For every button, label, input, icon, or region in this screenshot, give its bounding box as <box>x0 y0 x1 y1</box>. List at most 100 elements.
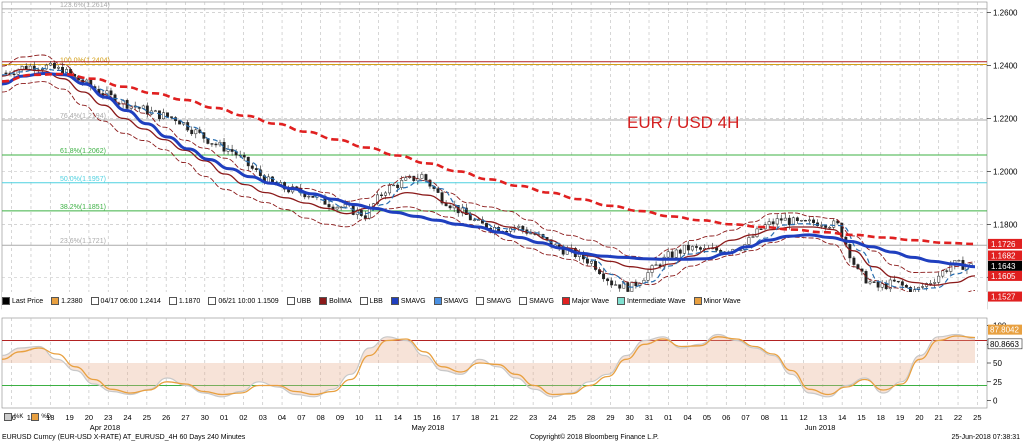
candle-body <box>202 132 206 139</box>
candle-body <box>767 221 771 226</box>
candle-body <box>799 220 803 222</box>
x-tick-label: 22 <box>954 413 962 422</box>
candle-body <box>404 177 408 181</box>
candle-body <box>820 225 824 227</box>
fib-level-label: 76.4%(1.2194) <box>60 113 106 120</box>
candle-body <box>678 249 682 254</box>
candle-body <box>464 207 468 215</box>
candle-body <box>327 204 331 208</box>
price-tag-box <box>988 260 1022 271</box>
candle-body <box>424 174 428 181</box>
y-tick-label: 1.2200 <box>993 114 1018 123</box>
candle-body <box>602 273 606 280</box>
legend-item: UBB <box>286 297 311 306</box>
osc-y-tick-label: 50 <box>993 359 1002 368</box>
candle-body <box>517 225 521 228</box>
legend-swatch <box>51 297 60 305</box>
candle-body <box>872 281 876 283</box>
candle-body <box>670 251 674 258</box>
candle-body <box>759 228 763 230</box>
x-tick-label: 14 <box>838 413 846 422</box>
x-tick-label: 23 <box>104 413 112 422</box>
legend-item: SMAVG <box>433 297 469 306</box>
legend-item: BolIMA <box>319 297 352 306</box>
candle-body <box>949 265 953 272</box>
candle-body <box>521 225 525 231</box>
candle-body <box>626 282 630 292</box>
x-tick-label: 08 <box>317 413 325 422</box>
legend-item: Last Price <box>2 297 43 306</box>
legend-label: SMAVG <box>443 297 469 305</box>
x-tick-label: 12 <box>799 413 807 422</box>
footer-security: EURUSD Curncy (EUR-USD X-RATE) AT_EURUSD… <box>2 434 246 441</box>
osc-readout-label: 80.8663 <box>990 340 1019 349</box>
candle-body <box>783 217 787 221</box>
x-tick-label: 19 <box>65 413 73 422</box>
legend-swatch <box>433 297 442 305</box>
legend-label: 06/21 10:00 1.1509 <box>218 297 279 305</box>
candle-body <box>376 194 379 204</box>
candle-body <box>945 270 949 272</box>
osc-legend-label: %D <box>41 414 52 420</box>
x-tick-label: 25 <box>143 413 151 422</box>
x-tick-label: 06 <box>722 413 730 422</box>
x-tick-label: 01 <box>220 413 228 422</box>
x-tick-label: 15 <box>413 413 421 422</box>
candle-body <box>4 72 8 74</box>
month-label: May 2018 <box>412 423 445 432</box>
candle-body <box>53 62 56 69</box>
osc-legend-item: %D <box>31 413 51 421</box>
osc-d-line <box>1 335 976 396</box>
osc-y-tick-label: 0 <box>993 397 998 406</box>
osc-legend-swatch <box>4 413 12 421</box>
legend-item: Minor Wave <box>693 297 741 306</box>
candle-body <box>610 280 614 286</box>
price-tag-label: 1.1726 <box>991 240 1016 249</box>
legend-label: SMAVG <box>529 297 554 305</box>
fib-level-label: 38.2%(1.1851) <box>60 204 106 211</box>
candle-body <box>848 244 852 259</box>
candle-body <box>674 249 678 258</box>
legend-swatch <box>208 297 217 305</box>
x-tick-label: 18 <box>46 413 54 422</box>
x-tick-label: 02 <box>239 413 247 422</box>
candle-body <box>904 284 908 288</box>
legend-item: SMAVG <box>476 297 511 306</box>
candle-body <box>307 195 311 198</box>
candle-body <box>836 220 840 224</box>
x-tick-label: 29 <box>606 413 614 422</box>
osc-readout-label: 87.8042 <box>990 326 1019 335</box>
osc-k-fill <box>2 334 975 397</box>
osc-k-line <box>1 333 976 398</box>
legend-swatch <box>617 297 626 305</box>
candle-body <box>242 155 246 158</box>
candle-body <box>590 261 593 264</box>
osc-y-tick-label: 25 <box>993 378 1002 387</box>
candle-body <box>396 184 400 188</box>
legend-label: SMAVG <box>400 297 426 305</box>
candle-body <box>529 232 533 235</box>
x-tick-label: 07 <box>741 413 749 422</box>
price-tag-box <box>988 270 1022 281</box>
x-tick-label: 11 <box>375 413 383 422</box>
candle-body <box>28 65 32 70</box>
x-tick-label: 22 <box>510 413 518 422</box>
fib-level-label: 61.8%(1.2062) <box>60 148 106 155</box>
legend-swatch <box>319 297 328 305</box>
y-tick-label: 1.2400 <box>993 62 1018 71</box>
candle-body <box>779 218 783 221</box>
candle-body <box>937 275 941 283</box>
candle-body <box>400 180 404 188</box>
candle-body <box>380 194 383 196</box>
x-tick-label: 13 <box>819 413 827 422</box>
candle-body <box>57 66 60 69</box>
footer-timestamp: 25-Jun-2018 07:38:31 <box>951 434 1021 441</box>
candle-body <box>109 90 113 96</box>
x-tick-label: 25 <box>568 413 576 422</box>
x-tick-label: 30 <box>626 413 634 422</box>
candle-body <box>646 272 650 281</box>
candle-body <box>787 217 791 226</box>
price-tag-box <box>988 291 1022 302</box>
candle-body <box>594 261 597 270</box>
candle-body <box>420 174 424 179</box>
